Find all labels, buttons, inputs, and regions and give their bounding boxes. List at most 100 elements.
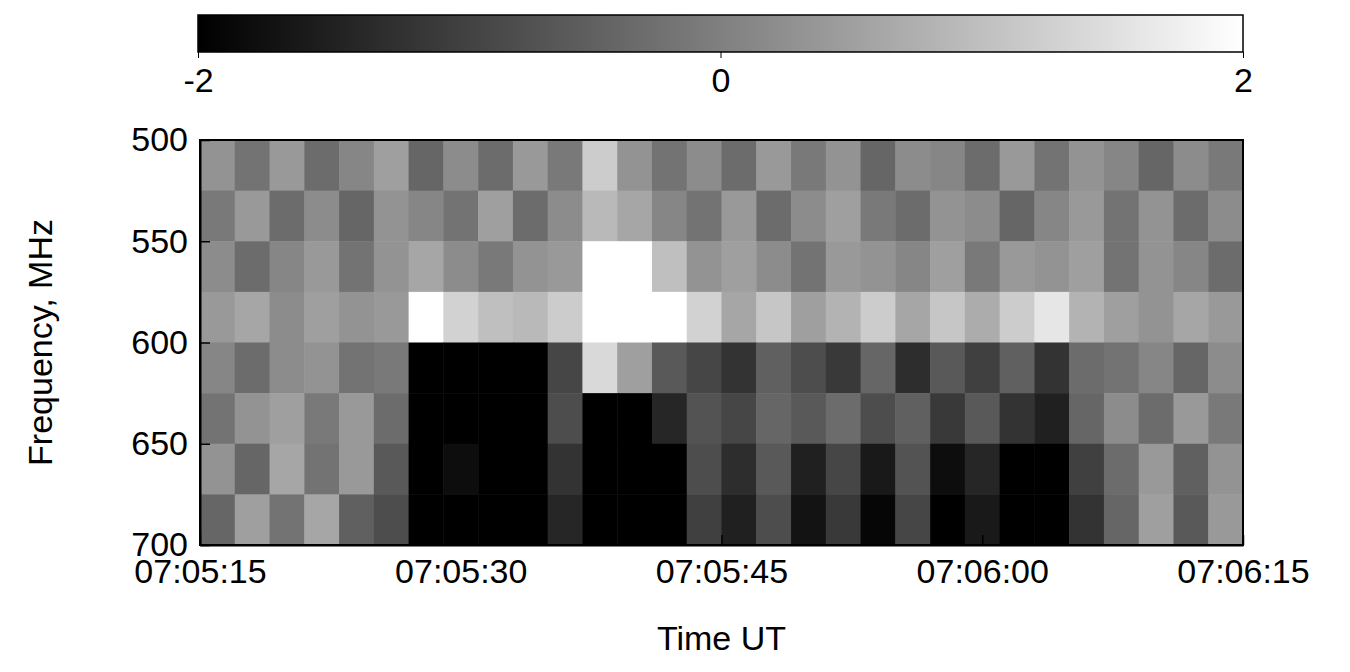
cell — [443, 444, 478, 495]
cell — [861, 140, 896, 191]
cell — [478, 241, 513, 292]
y-tick-label: 650 — [131, 424, 188, 462]
cell — [1034, 393, 1069, 444]
cell — [895, 191, 930, 242]
cell — [861, 241, 896, 292]
cell — [826, 191, 861, 242]
cell — [617, 140, 652, 191]
cell — [791, 241, 826, 292]
cell — [304, 393, 339, 444]
cell — [1173, 393, 1208, 444]
cell — [304, 494, 339, 545]
colorbar-tick-mark — [721, 52, 722, 58]
cell — [304, 444, 339, 495]
cell — [1208, 444, 1243, 495]
cell — [339, 140, 374, 191]
cell — [374, 292, 409, 343]
cell — [1000, 393, 1035, 444]
cell — [513, 393, 548, 444]
y-tick-mark — [200, 444, 210, 446]
cell — [513, 140, 548, 191]
colorbar-tick: -2 — [183, 52, 213, 99]
cell — [200, 444, 235, 495]
cell — [513, 191, 548, 242]
cell — [339, 393, 374, 444]
cell — [374, 191, 409, 242]
cell — [687, 292, 722, 343]
cell — [652, 444, 687, 495]
y-tick-mark — [200, 241, 210, 243]
cell — [235, 343, 270, 394]
y-tick-mark — [200, 342, 210, 344]
cell — [1034, 494, 1069, 545]
cell — [443, 494, 478, 545]
x-tick: 07:06:15 — [1177, 535, 1309, 590]
y-tick-mark — [200, 140, 210, 142]
x-tick: 07:05:30 — [395, 535, 527, 590]
cell — [1208, 241, 1243, 292]
y-tick-label: 550 — [131, 222, 188, 260]
cell — [235, 140, 270, 191]
cell — [756, 140, 791, 191]
cell — [339, 343, 374, 394]
cell — [443, 393, 478, 444]
cell — [270, 343, 305, 394]
cell — [1000, 241, 1035, 292]
cell — [478, 140, 513, 191]
cell — [895, 444, 930, 495]
cell — [270, 444, 305, 495]
cell — [409, 343, 444, 394]
cell — [930, 494, 965, 545]
cell — [687, 343, 722, 394]
cell — [1104, 393, 1139, 444]
cell — [1208, 191, 1243, 242]
cell — [861, 292, 896, 343]
cell — [791, 494, 826, 545]
cell — [756, 241, 791, 292]
cell — [1000, 343, 1035, 394]
cell — [409, 444, 444, 495]
x-tick-label: 07:05:30 — [395, 552, 527, 590]
cell — [1104, 292, 1139, 343]
cell — [270, 191, 305, 242]
cell — [652, 494, 687, 545]
cell — [270, 494, 305, 545]
colorbar-tick-mark — [198, 52, 199, 58]
cell — [1104, 191, 1139, 242]
cell — [756, 444, 791, 495]
cell — [339, 444, 374, 495]
cell — [722, 444, 757, 495]
cell — [826, 140, 861, 191]
cell — [200, 292, 235, 343]
cell — [965, 393, 1000, 444]
cell — [930, 343, 965, 394]
colorbar-tick: 0 — [712, 52, 731, 99]
cell — [1139, 191, 1174, 242]
cell — [791, 292, 826, 343]
cell — [652, 140, 687, 191]
cell — [409, 191, 444, 242]
cell — [722, 191, 757, 242]
cell — [374, 241, 409, 292]
cell — [617, 393, 652, 444]
cell — [304, 140, 339, 191]
y-tick: 650 — [131, 424, 210, 462]
y-tick: 700 — [131, 525, 210, 563]
cell — [548, 140, 583, 191]
cell — [652, 241, 687, 292]
cell — [1139, 140, 1174, 191]
cell — [861, 444, 896, 495]
y-tick: 550 — [131, 222, 210, 260]
cell — [443, 343, 478, 394]
cell — [548, 191, 583, 242]
colorbar — [198, 15, 1243, 52]
cell — [443, 191, 478, 242]
x-axis-title: Time UT — [657, 619, 786, 657]
cell — [270, 292, 305, 343]
cell — [443, 241, 478, 292]
cell — [826, 292, 861, 343]
cell — [409, 140, 444, 191]
y-tick: 500 — [131, 120, 210, 158]
cell — [1173, 494, 1208, 545]
cell — [722, 343, 757, 394]
